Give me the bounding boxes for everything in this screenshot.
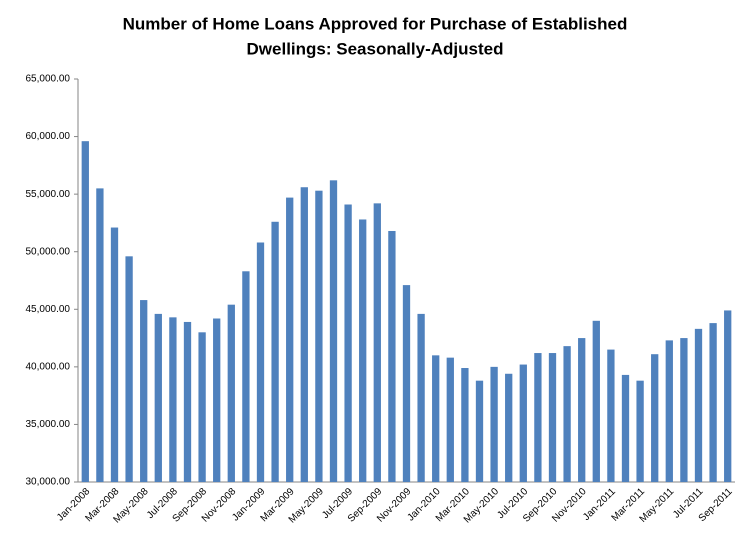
bar (534, 353, 542, 482)
bar (271, 221, 279, 482)
bar (344, 204, 352, 482)
bar (388, 230, 396, 482)
bar (548, 353, 557, 482)
bar (81, 141, 89, 483)
bar (665, 340, 673, 482)
bar (694, 328, 703, 482)
bar (169, 317, 177, 482)
bar (373, 203, 381, 482)
bar (461, 368, 469, 482)
bar (505, 373, 513, 482)
bar (709, 323, 717, 482)
bar (315, 190, 323, 482)
bar (578, 338, 586, 482)
bar (636, 380, 644, 482)
bar (183, 321, 192, 482)
y-tick-label: 35,000.00 (26, 419, 71, 430)
bar (256, 242, 265, 482)
bar (446, 357, 454, 482)
bar (432, 355, 440, 482)
bar (125, 256, 133, 482)
bar (417, 313, 425, 482)
y-tick-label: 45,000.00 (26, 304, 71, 315)
bar (154, 313, 162, 482)
y-tick-label: 40,000.00 (26, 361, 71, 372)
y-tick-label: 55,000.00 (26, 189, 71, 200)
chart-title: Dwellings: Seasonally-Adjusted (247, 39, 504, 58)
bar (227, 304, 235, 482)
y-tick-label: 65,000.00 (26, 74, 71, 85)
bar (329, 180, 338, 482)
bar (110, 227, 119, 482)
y-tick-label: 60,000.00 (26, 131, 71, 142)
bar (592, 320, 600, 482)
bar (519, 364, 527, 482)
bar (286, 197, 294, 482)
bar (607, 349, 615, 482)
y-tick-label: 50,000.00 (26, 246, 71, 257)
bar (198, 332, 206, 482)
bar (242, 271, 250, 482)
bar (213, 318, 221, 482)
bar (300, 187, 308, 482)
bar (490, 366, 498, 482)
bar (140, 300, 148, 482)
bar (621, 374, 630, 482)
bar (96, 188, 104, 482)
bar (359, 219, 367, 482)
bar (402, 285, 411, 482)
bar (563, 346, 571, 482)
bar (475, 380, 484, 482)
y-tick-label: 30,000.00 (26, 477, 71, 488)
bar (724, 310, 732, 482)
bar (651, 354, 659, 482)
bar (680, 338, 688, 482)
chart-title: Number of Home Loans Approved for Purcha… (123, 14, 628, 33)
